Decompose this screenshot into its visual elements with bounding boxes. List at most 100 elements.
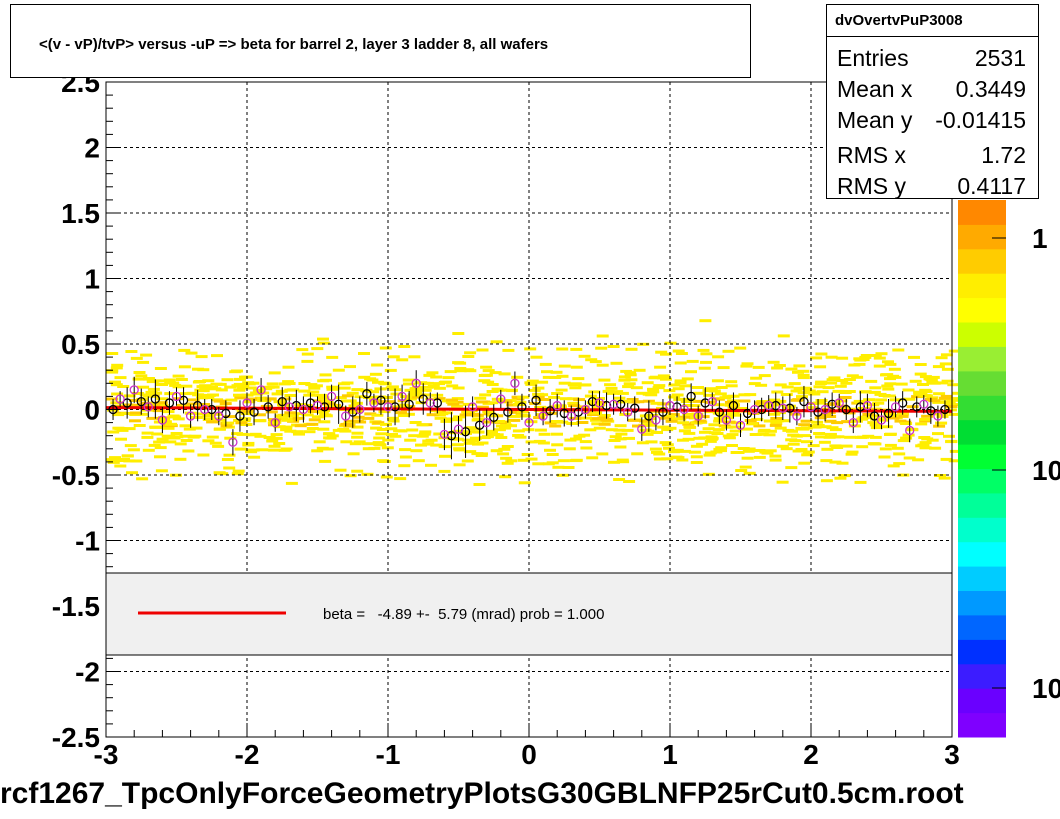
- palette-label: 10: [1032, 455, 1060, 486]
- histogram-cell: [780, 447, 793, 451]
- histogram-cell: [554, 404, 567, 408]
- histogram-cell: [881, 384, 894, 388]
- histogram-cell: [657, 425, 670, 429]
- histogram-cell: [482, 410, 495, 414]
- histogram-cell: [563, 447, 576, 451]
- axes: -3 -2 -1 0 1 2 3-2.5-2-1.5-1-0.500.511.522.5: [52, 67, 960, 770]
- histogram-cell: [564, 438, 577, 442]
- histogram-cell: [751, 417, 764, 421]
- stats-label: RMS y: [837, 173, 906, 199]
- histogram-cell: [426, 413, 439, 417]
- histogram-cell: [616, 458, 629, 462]
- histogram-cell: [697, 415, 710, 419]
- histogram-cell: [182, 449, 195, 453]
- histogram-cell: [769, 454, 782, 458]
- histogram-cell: [212, 444, 225, 448]
- histogram-cell: [876, 418, 889, 422]
- histogram-cell: [892, 348, 905, 352]
- data-point: [707, 396, 717, 407]
- histogram-cell: [500, 400, 513, 404]
- histogram-cell: [764, 429, 777, 433]
- histogram-cell: [242, 441, 255, 445]
- data-point: [855, 402, 865, 412]
- palette-cell: [958, 541, 1006, 567]
- histogram-cell: [172, 397, 185, 401]
- y-tick-label: -2.5: [52, 722, 100, 753]
- data-point: [594, 398, 605, 408]
- data-point: [616, 399, 626, 409]
- histogram-cell: [829, 460, 842, 464]
- histogram-cell: [221, 458, 234, 461]
- histogram-cell: [826, 378, 839, 382]
- histogram-cell: [190, 426, 203, 430]
- data-point: [510, 378, 520, 388]
- histogram-cell: [818, 440, 831, 444]
- histogram-cell: [605, 428, 618, 432]
- histogram-cell: [839, 391, 852, 394]
- histogram-cell: [714, 392, 727, 396]
- histogram-cell: [607, 345, 620, 348]
- data-point: [432, 398, 443, 408]
- histogram-cell: [277, 403, 289, 407]
- histogram-cell: [756, 432, 769, 436]
- palette-cell: [958, 639, 1006, 665]
- histogram-cell: [430, 409, 443, 413]
- histogram-cell: [351, 469, 364, 473]
- histogram-cell: [800, 440, 813, 444]
- histogram-cell: [940, 457, 953, 461]
- histogram-cell: [617, 460, 630, 464]
- histogram-cell: [663, 414, 676, 418]
- histogram-cell: [708, 431, 721, 435]
- data-point: [686, 391, 696, 402]
- histogram-cell: [945, 439, 958, 443]
- histogram-cell: [869, 435, 882, 439]
- histogram-cell: [753, 424, 766, 428]
- histogram-cell: [548, 395, 561, 399]
- histogram-cell: [869, 423, 882, 427]
- histogram-cells: [106, 319, 964, 600]
- data-point: [531, 395, 541, 405]
- histogram-cell: [358, 352, 370, 355]
- histogram-cell: [706, 437, 719, 441]
- histogram-cell: [938, 476, 951, 480]
- histogram-cell: [694, 419, 707, 423]
- histogram-cell: [896, 414, 909, 418]
- stats-label: Mean x: [837, 76, 913, 102]
- palette-cell: [958, 370, 1006, 396]
- histogram-cell: [324, 402, 337, 406]
- histogram-cell: [840, 444, 853, 448]
- histogram-cell: [948, 349, 961, 353]
- histogram-cell: [893, 462, 906, 466]
- histogram-cell: [693, 399, 705, 403]
- histogram-cell: [270, 436, 283, 440]
- histogram-cell: [900, 436, 913, 440]
- data-point: [192, 400, 203, 411]
- histogram-cell: [929, 446, 942, 450]
- data-point: [651, 415, 661, 425]
- x-tick-label: 2: [803, 739, 819, 770]
- histogram-cell: [499, 426, 511, 430]
- histogram-cell: [341, 381, 354, 385]
- data-point: [235, 411, 245, 421]
- histogram-cell: [543, 406, 556, 410]
- histogram-cell: [757, 429, 770, 433]
- histogram-cell: [752, 365, 765, 369]
- data-point: [658, 407, 668, 417]
- histogram-cell: [348, 404, 361, 408]
- histogram-cell: [340, 440, 353, 444]
- histogram-cell: [787, 442, 800, 446]
- histogram-cell: [741, 427, 753, 431]
- histogram-cell: [334, 396, 347, 400]
- histogram-cell: [867, 403, 880, 407]
- histogram-cell: [573, 398, 586, 402]
- histogram-cell: [280, 428, 293, 432]
- histogram-cell: [739, 465, 752, 469]
- histogram-cell: [174, 442, 187, 446]
- histogram-cell: [419, 388, 432, 392]
- histogram-cell: [697, 348, 710, 352]
- histogram-cell: [426, 371, 439, 375]
- histogram-cell: [902, 388, 915, 392]
- histogram-cell: [398, 345, 411, 348]
- histogram-cell: [351, 431, 364, 435]
- histogram-cell: [556, 347, 569, 351]
